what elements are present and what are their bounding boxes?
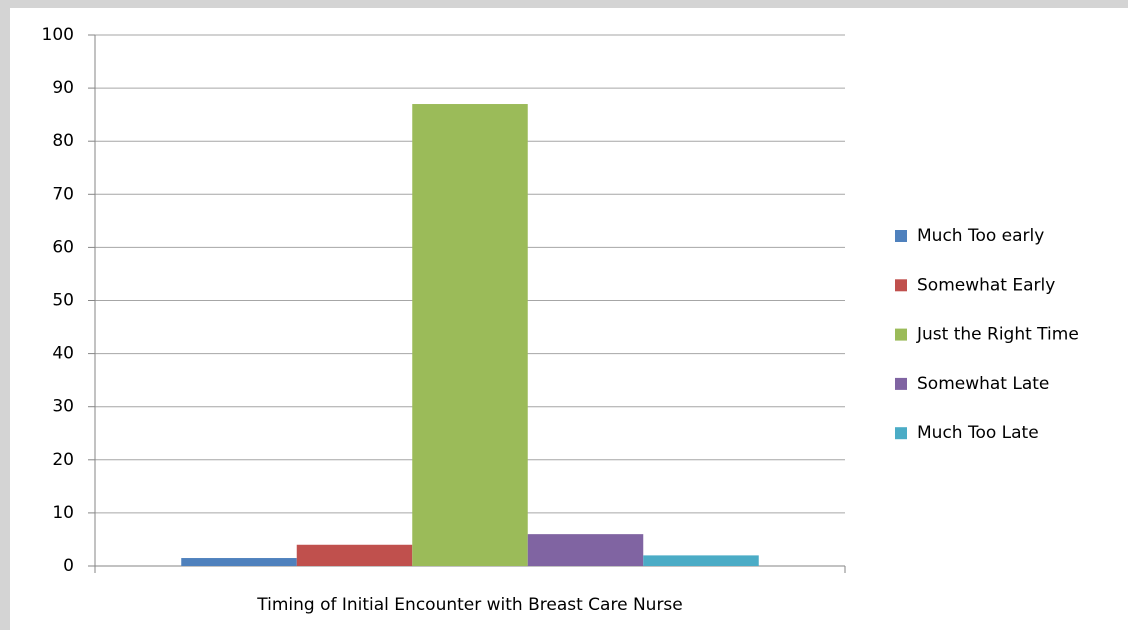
y-tick-label: 90 <box>52 78 74 98</box>
legend-label: Just the Right Time <box>916 325 1079 345</box>
bar <box>412 104 528 566</box>
y-tick-label: 0 <box>63 556 74 576</box>
legend-swatch <box>895 377 907 390</box>
bar <box>296 544 413 566</box>
legend-label: Much Too early <box>917 226 1044 246</box>
legend-swatch <box>895 230 907 242</box>
y-tick-label: 60 <box>52 237 74 257</box>
legend-label: Somewhat Late <box>917 374 1049 394</box>
y-tick-label: 70 <box>52 184 74 204</box>
legend-swatch <box>895 328 907 341</box>
chart-area <box>10 8 1128 630</box>
x-tick-label: Timing of Initial Encounter with Breast … <box>256 595 683 615</box>
y-tick-label: 40 <box>52 344 74 364</box>
legend-label: Somewhat Early <box>917 275 1055 295</box>
y-tick-label: 30 <box>52 397 74 417</box>
bar <box>181 558 297 566</box>
y-tick-label: 20 <box>52 450 74 470</box>
legend-swatch <box>895 279 907 292</box>
y-tick-label: 100 <box>42 25 74 45</box>
y-tick-label: 80 <box>52 131 74 151</box>
legend-label: Much Too Late <box>917 423 1039 443</box>
bar <box>527 534 644 566</box>
legend-swatch <box>895 427 907 440</box>
bar <box>643 555 759 566</box>
y-tick-label: 10 <box>52 503 74 523</box>
y-tick-label: 50 <box>52 291 74 311</box>
